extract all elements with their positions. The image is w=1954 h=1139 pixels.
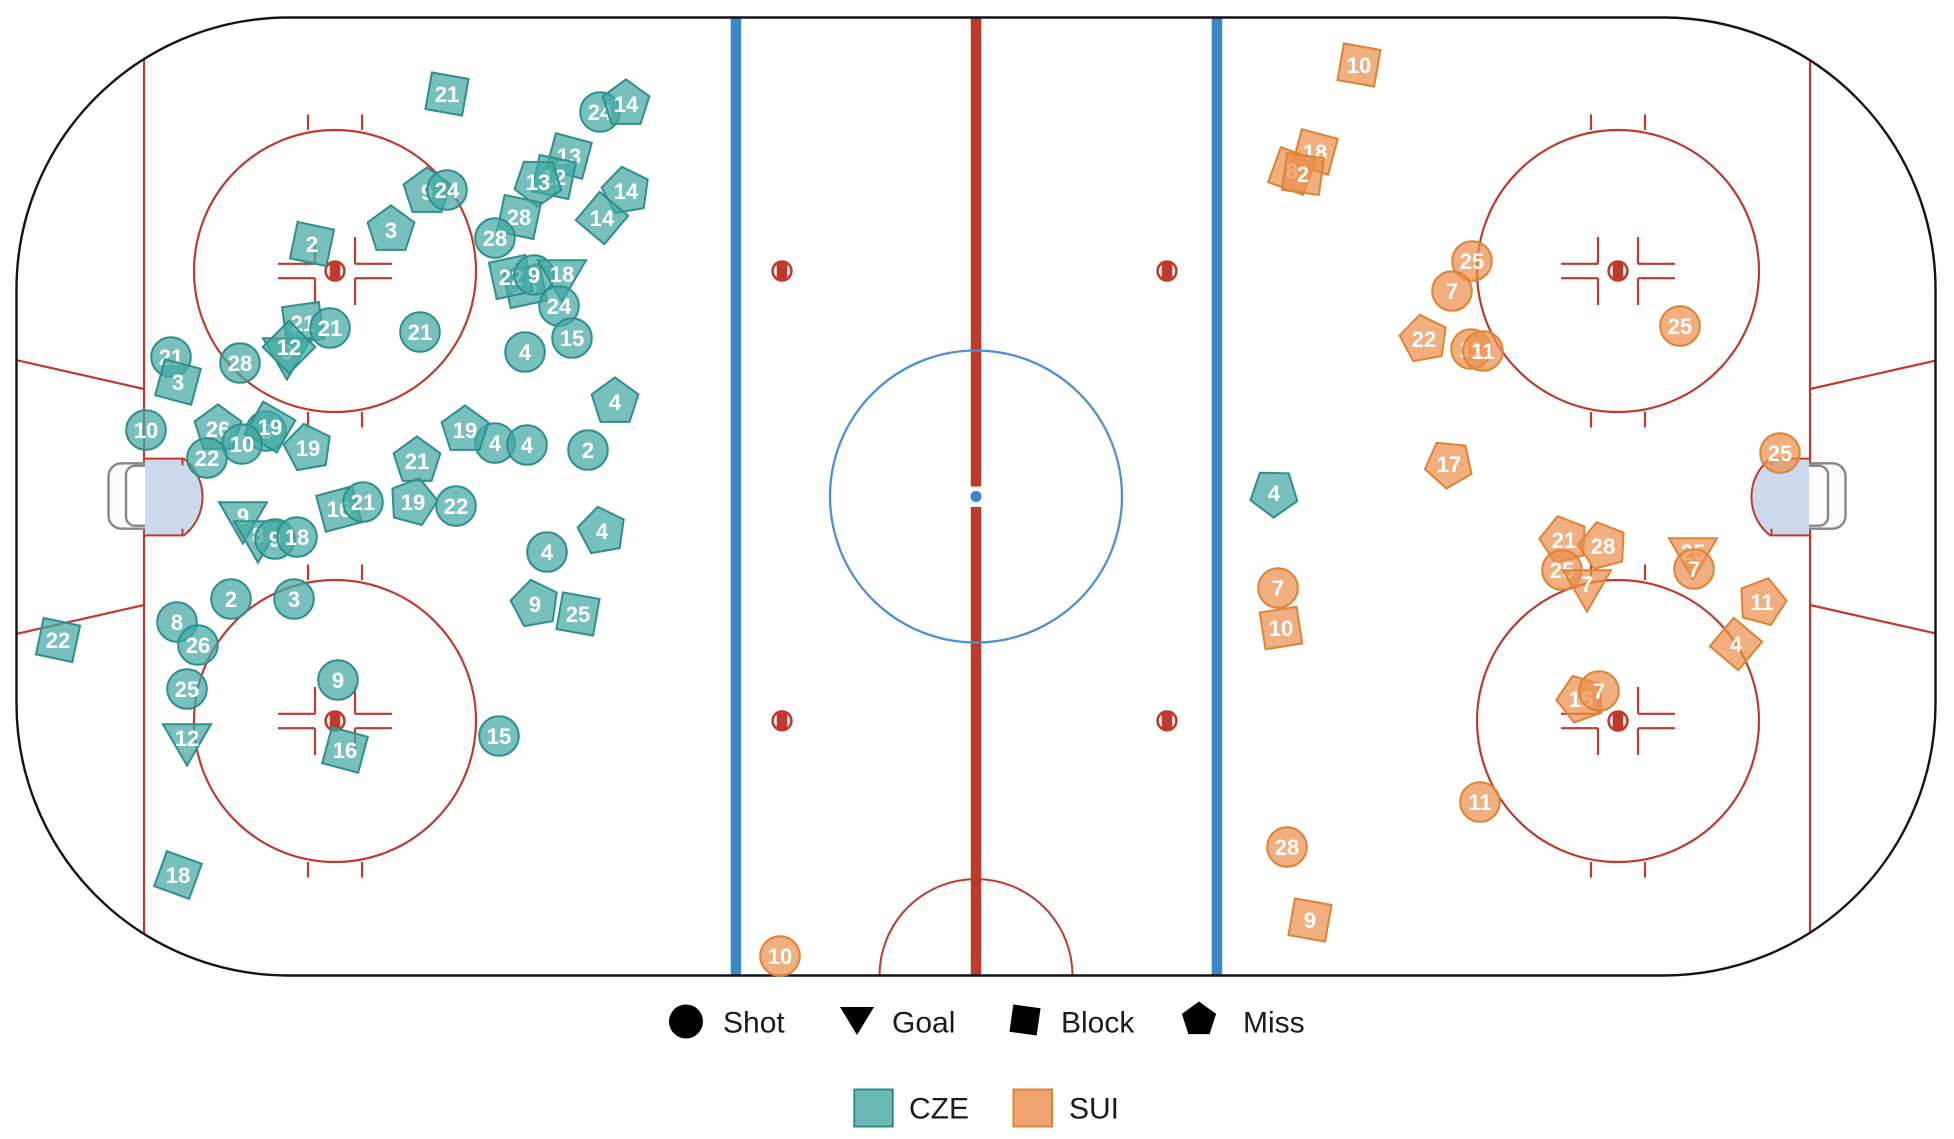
svg-text:13: 13: [526, 170, 550, 195]
svg-text:14: 14: [614, 92, 639, 117]
svg-text:4: 4: [489, 431, 502, 456]
svg-text:22: 22: [195, 446, 219, 471]
svg-text:19: 19: [453, 418, 477, 443]
svg-text:14: 14: [614, 179, 639, 204]
svg-text:9: 9: [529, 592, 541, 617]
svg-text:28: 28: [1591, 534, 1615, 559]
svg-text:8: 8: [171, 610, 183, 635]
svg-text:24: 24: [547, 294, 572, 319]
svg-text:28: 28: [1275, 835, 1299, 860]
svg-text:25: 25: [1768, 441, 1792, 466]
svg-text:21: 21: [408, 320, 432, 345]
svg-text:2: 2: [1297, 162, 1309, 187]
svg-text:21: 21: [351, 490, 375, 515]
svg-text:4: 4: [521, 433, 534, 458]
svg-text:14: 14: [590, 206, 615, 231]
svg-text:3: 3: [288, 587, 300, 612]
svg-text:19: 19: [296, 436, 320, 461]
svg-text:12: 12: [277, 335, 301, 360]
svg-text:Shot: Shot: [723, 1007, 785, 1040]
svg-text:25: 25: [175, 677, 199, 702]
svg-text:7: 7: [1593, 679, 1605, 704]
svg-text:19: 19: [401, 490, 425, 515]
svg-text:Block: Block: [1061, 1007, 1135, 1040]
svg-text:11: 11: [1468, 790, 1491, 815]
svg-text:4: 4: [519, 340, 532, 365]
svg-text:12: 12: [175, 726, 199, 751]
svg-text:7: 7: [1581, 572, 1593, 597]
svg-text:4: 4: [541, 540, 554, 565]
svg-text:CZE: CZE: [909, 1092, 969, 1125]
svg-text:11: 11: [1471, 339, 1494, 364]
svg-text:25: 25: [1668, 314, 1692, 339]
svg-text:7: 7: [1446, 279, 1458, 304]
svg-text:19: 19: [258, 415, 282, 440]
svg-text:4: 4: [596, 519, 609, 544]
svg-text:9: 9: [332, 668, 344, 693]
svg-text:3: 3: [385, 218, 397, 243]
svg-text:22: 22: [46, 628, 70, 653]
svg-text:21: 21: [435, 82, 459, 107]
svg-text:9: 9: [1304, 908, 1316, 933]
svg-text:4: 4: [1730, 632, 1743, 657]
svg-text:Goal: Goal: [892, 1007, 955, 1040]
svg-text:26: 26: [186, 633, 210, 658]
svg-text:28: 28: [228, 351, 252, 376]
svg-text:21: 21: [405, 449, 429, 474]
svg-text:18: 18: [285, 525, 309, 550]
svg-text:9: 9: [528, 263, 540, 288]
svg-text:Miss: Miss: [1243, 1007, 1305, 1040]
svg-text:2: 2: [306, 232, 318, 257]
svg-text:25: 25: [1460, 249, 1484, 274]
svg-text:21: 21: [318, 316, 342, 341]
svg-text:7: 7: [1688, 557, 1700, 582]
svg-text:25: 25: [566, 602, 590, 627]
svg-text:7: 7: [1272, 576, 1284, 601]
svg-text:18: 18: [166, 863, 190, 888]
svg-text:SUI: SUI: [1069, 1092, 1119, 1125]
svg-text:3: 3: [172, 370, 184, 395]
svg-text:10: 10: [134, 418, 158, 443]
svg-text:4: 4: [1268, 481, 1281, 506]
svg-text:10: 10: [1347, 53, 1371, 78]
svg-text:4: 4: [609, 390, 622, 415]
svg-text:10: 10: [230, 432, 254, 457]
svg-text:11: 11: [1750, 590, 1773, 615]
svg-text:21: 21: [1552, 528, 1576, 553]
svg-text:16: 16: [333, 738, 357, 763]
svg-text:28: 28: [483, 226, 507, 251]
svg-text:18: 18: [550, 262, 574, 287]
svg-text:15: 15: [487, 724, 511, 749]
svg-text:10: 10: [768, 944, 792, 969]
svg-text:2: 2: [582, 438, 594, 463]
svg-text:15: 15: [560, 326, 584, 351]
svg-text:10: 10: [1269, 616, 1293, 641]
svg-text:22: 22: [1412, 327, 1436, 352]
svg-text:22: 22: [444, 494, 468, 519]
svg-text:2: 2: [225, 587, 237, 612]
svg-text:24: 24: [435, 178, 460, 203]
svg-text:17: 17: [1437, 452, 1461, 477]
